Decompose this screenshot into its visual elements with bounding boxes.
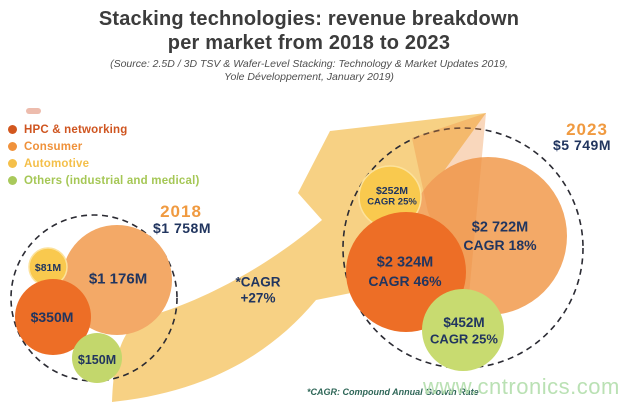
bubble-cagr-2023-hpc: CAGR 46%: [368, 272, 442, 289]
arrow-cagr-line-1: *CAGR: [235, 274, 281, 290]
bubble-cagr-2023-automotive: CAGR 25%: [367, 196, 417, 208]
bubble-label-2018-hpc: $350M: [30, 308, 74, 325]
legend-dot-consumer-icon: [8, 142, 17, 151]
total-label-2023: $5 749M: [553, 136, 611, 153]
bubble-2018-others: [72, 333, 122, 383]
legend: HPC & networking Consumer Automotive Oth…: [8, 121, 200, 189]
year-label-2018: 2018: [160, 202, 202, 222]
legend-label-automotive: Automotive: [24, 157, 90, 170]
bubble-label-2023-consumer: $2 722M: [471, 219, 529, 236]
legend-item-consumer: Consumer: [8, 138, 200, 155]
bubble-label-2023-hpc: $2 324M: [376, 254, 434, 271]
bubble-label-2018-others: $150M: [77, 352, 117, 367]
header: Stacking technologies: revenue breakdown…: [0, 8, 618, 84]
year-label-2023: 2023: [566, 120, 608, 140]
bubble-label-2018-automotive: $81M: [34, 261, 62, 274]
dashed-circle-2023: [342, 127, 584, 369]
legend-label-others: Others (industrial and medical): [24, 174, 200, 187]
legend-dot-others-icon: [8, 176, 17, 185]
legend-item-hpc-networking: HPC & networking: [8, 121, 200, 138]
bubble-label-2023-others: $452M: [443, 315, 485, 331]
total-label-2018: $1 758M: [153, 219, 211, 236]
legend-item-automotive: Automotive: [8, 155, 200, 172]
bubble-cagr-2023-others: CAGR 25%: [430, 331, 498, 347]
decorative-mark: [26, 108, 41, 114]
bubble-cagr-2023-consumer: CAGR 18%: [463, 236, 537, 253]
bubble-2018-hpc: [15, 279, 91, 355]
legend-dot-automotive-icon: [8, 159, 17, 168]
cagr-footnote: *CAGR: Compound Annual Growth Rate: [307, 387, 479, 397]
legend-label-consumer: Consumer: [24, 140, 83, 153]
bubble-2023-others: [422, 289, 504, 371]
bubble-label-2018-consumer: $1 176M: [88, 270, 148, 288]
arrow-cagr-line-2: +27%: [240, 290, 276, 305]
page-title-line-2: per market from 2018 to 2023: [167, 31, 451, 54]
arrow-cagr-annotation: *CAGR +27%: [235, 274, 280, 305]
watermark: www.cntronics.com: [423, 374, 618, 399]
page-title-line-1: Stacking technologies: revenue breakdown: [98, 8, 520, 30]
legend-dot-hpc-icon: [8, 125, 17, 134]
legend-item-others: Others (industrial and medical): [8, 172, 200, 189]
source-line-1: (Source: 2.5D / 3D TSV & Wafer-Level Sta…: [110, 58, 508, 71]
legend-label-hpc: HPC & networking: [24, 123, 128, 136]
arrow-overlay-wedge: [412, 113, 486, 305]
source-line-2: Yole Développement, January 2019): [224, 71, 394, 84]
bubble-label-2023-automotive: $252M: [375, 184, 409, 197]
